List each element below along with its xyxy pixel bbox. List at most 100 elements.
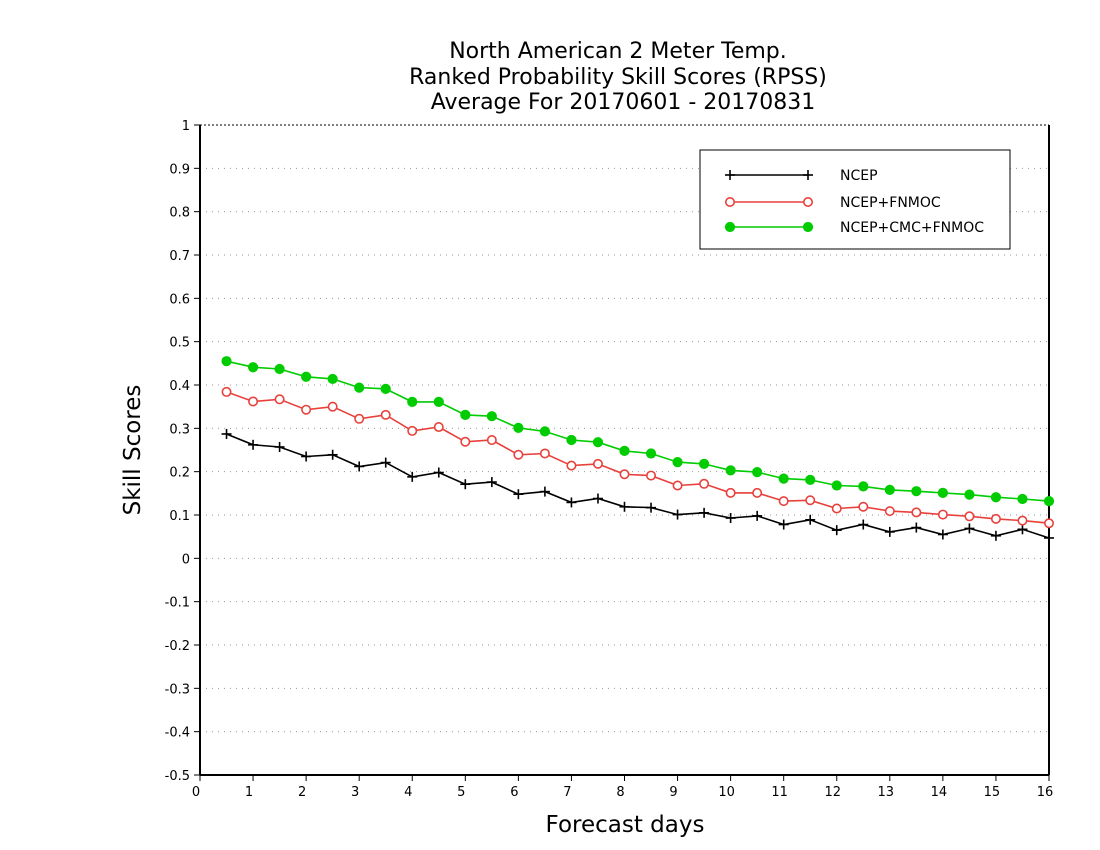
- data-point: [460, 409, 471, 420]
- y-tick-label: 0.1: [169, 509, 190, 524]
- y-tick-label: -0.4: [165, 726, 190, 741]
- data-point: [301, 371, 312, 382]
- x-tick-label: 12: [824, 785, 841, 800]
- data-point: [566, 434, 577, 446]
- data-point: [805, 495, 816, 506]
- series-line-1: [226, 391, 1050, 524]
- data-point: [274, 363, 285, 375]
- data-point: [539, 426, 551, 437]
- data-point: [964, 489, 975, 500]
- y-tick-label: -0.5: [165, 769, 190, 784]
- y-tick-label: -0.2: [165, 639, 190, 654]
- x-tick-label: 11: [771, 785, 788, 800]
- data-point: [778, 496, 789, 507]
- y-axis-label: Skill Scores: [120, 385, 146, 516]
- data-point: [433, 422, 444, 433]
- data-point: [1017, 524, 1028, 535]
- x-tick-label: 9: [669, 785, 677, 800]
- data-point: [645, 448, 657, 459]
- legend-box: [699, 149, 1011, 250]
- data-point: [380, 383, 391, 394]
- y-tick-label: 0.3: [169, 422, 190, 437]
- data-point: [407, 471, 418, 482]
- data-point: [301, 451, 312, 462]
- data-point: [221, 356, 232, 367]
- data-point: [592, 437, 604, 448]
- data-point: [433, 396, 444, 407]
- data-point: [1043, 496, 1055, 507]
- data-point: [486, 411, 497, 422]
- data-point: [858, 501, 869, 512]
- legend-marker-start: [724, 197, 735, 208]
- data-point: [858, 519, 869, 530]
- data-point: [911, 507, 922, 518]
- data-point: [327, 449, 338, 460]
- x-tick-labels: 0 1 2 3 4 5 6 7 8 9 10 11 12 13 14 15 16: [192, 785, 1053, 800]
- data-point: [486, 435, 497, 446]
- data-point: [937, 529, 948, 540]
- data-point: [805, 474, 816, 485]
- data-point: [990, 492, 1002, 503]
- data-point: [513, 449, 524, 460]
- data-point: [539, 448, 550, 459]
- y-tick-label: -0.3: [165, 682, 190, 697]
- data-point: [884, 506, 895, 517]
- legend-label: NCEP+FNMOC: [840, 195, 941, 211]
- x-tick-label: 16: [1037, 785, 1054, 800]
- series-line-2: [226, 360, 1050, 502]
- x-tick-label: 2: [298, 785, 306, 800]
- x-tick-label: 5: [457, 785, 465, 800]
- data-point: [619, 501, 630, 512]
- legend-item-1: NCEP+FNMOC: [724, 195, 941, 211]
- legend-marker-end: [802, 221, 814, 233]
- data-point: [221, 428, 232, 439]
- y-tick-label: -0.1: [165, 596, 190, 611]
- chart-title-line-2: Ranked Probability Skill Scores (RPSS): [409, 65, 827, 90]
- data-point: [460, 436, 471, 447]
- data-point: [831, 525, 842, 536]
- series-line-0: [226, 433, 1050, 539]
- legend: NCEP NCEP+FNMOC NCEP+CMC+FNMOC: [699, 149, 1011, 250]
- x-tick-label: 0: [192, 785, 200, 800]
- y-tick-label: 1: [182, 119, 190, 134]
- data-point: [646, 502, 657, 513]
- data-point: [884, 526, 895, 537]
- legend-marker-end: [803, 170, 813, 180]
- y-tick-label: 0: [182, 552, 190, 567]
- data-point: [805, 514, 816, 525]
- data-point: [911, 522, 922, 533]
- data-point: [566, 497, 577, 508]
- data-point: [752, 467, 763, 478]
- y-tick-label: 0.4: [169, 379, 190, 394]
- data-point: [433, 467, 444, 478]
- data-point: [274, 394, 285, 405]
- data-point: [380, 409, 391, 420]
- chart-title-line-3: Average For 20170601 - 20170831: [431, 90, 816, 115]
- chart-title-line-1: North American 2 Meter Temp.: [449, 39, 787, 64]
- data-point: [752, 487, 763, 498]
- x-tick-label: 10: [718, 785, 735, 800]
- x-tick-label: 8: [616, 785, 624, 800]
- legend-item-0: NCEP: [725, 168, 878, 184]
- series-2: [221, 356, 1055, 507]
- data-point: [592, 493, 603, 504]
- data-point: [1017, 493, 1028, 505]
- series-0: [221, 428, 1054, 543]
- data-point: [725, 513, 736, 524]
- data-point: [327, 401, 338, 412]
- x-tick-label: 13: [878, 785, 895, 800]
- data-point: [672, 509, 683, 520]
- data-point: [672, 457, 683, 468]
- data-point: [964, 523, 975, 534]
- chart-title: North American 2 Meter Temp. Ranked Prob…: [409, 39, 827, 115]
- data-point: [221, 386, 232, 397]
- data-point: [884, 484, 895, 495]
- data-point: [778, 519, 789, 530]
- data-point: [698, 458, 710, 469]
- legend-marker-start: [724, 221, 736, 233]
- data-point: [513, 422, 524, 433]
- data-point: [990, 513, 1001, 524]
- data-point: [725, 465, 736, 476]
- data-point: [407, 425, 418, 436]
